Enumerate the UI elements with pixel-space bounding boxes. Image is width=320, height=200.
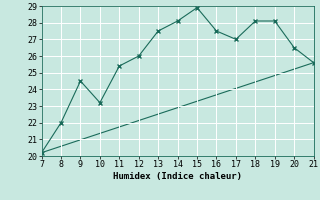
X-axis label: Humidex (Indice chaleur): Humidex (Indice chaleur) (113, 172, 242, 181)
